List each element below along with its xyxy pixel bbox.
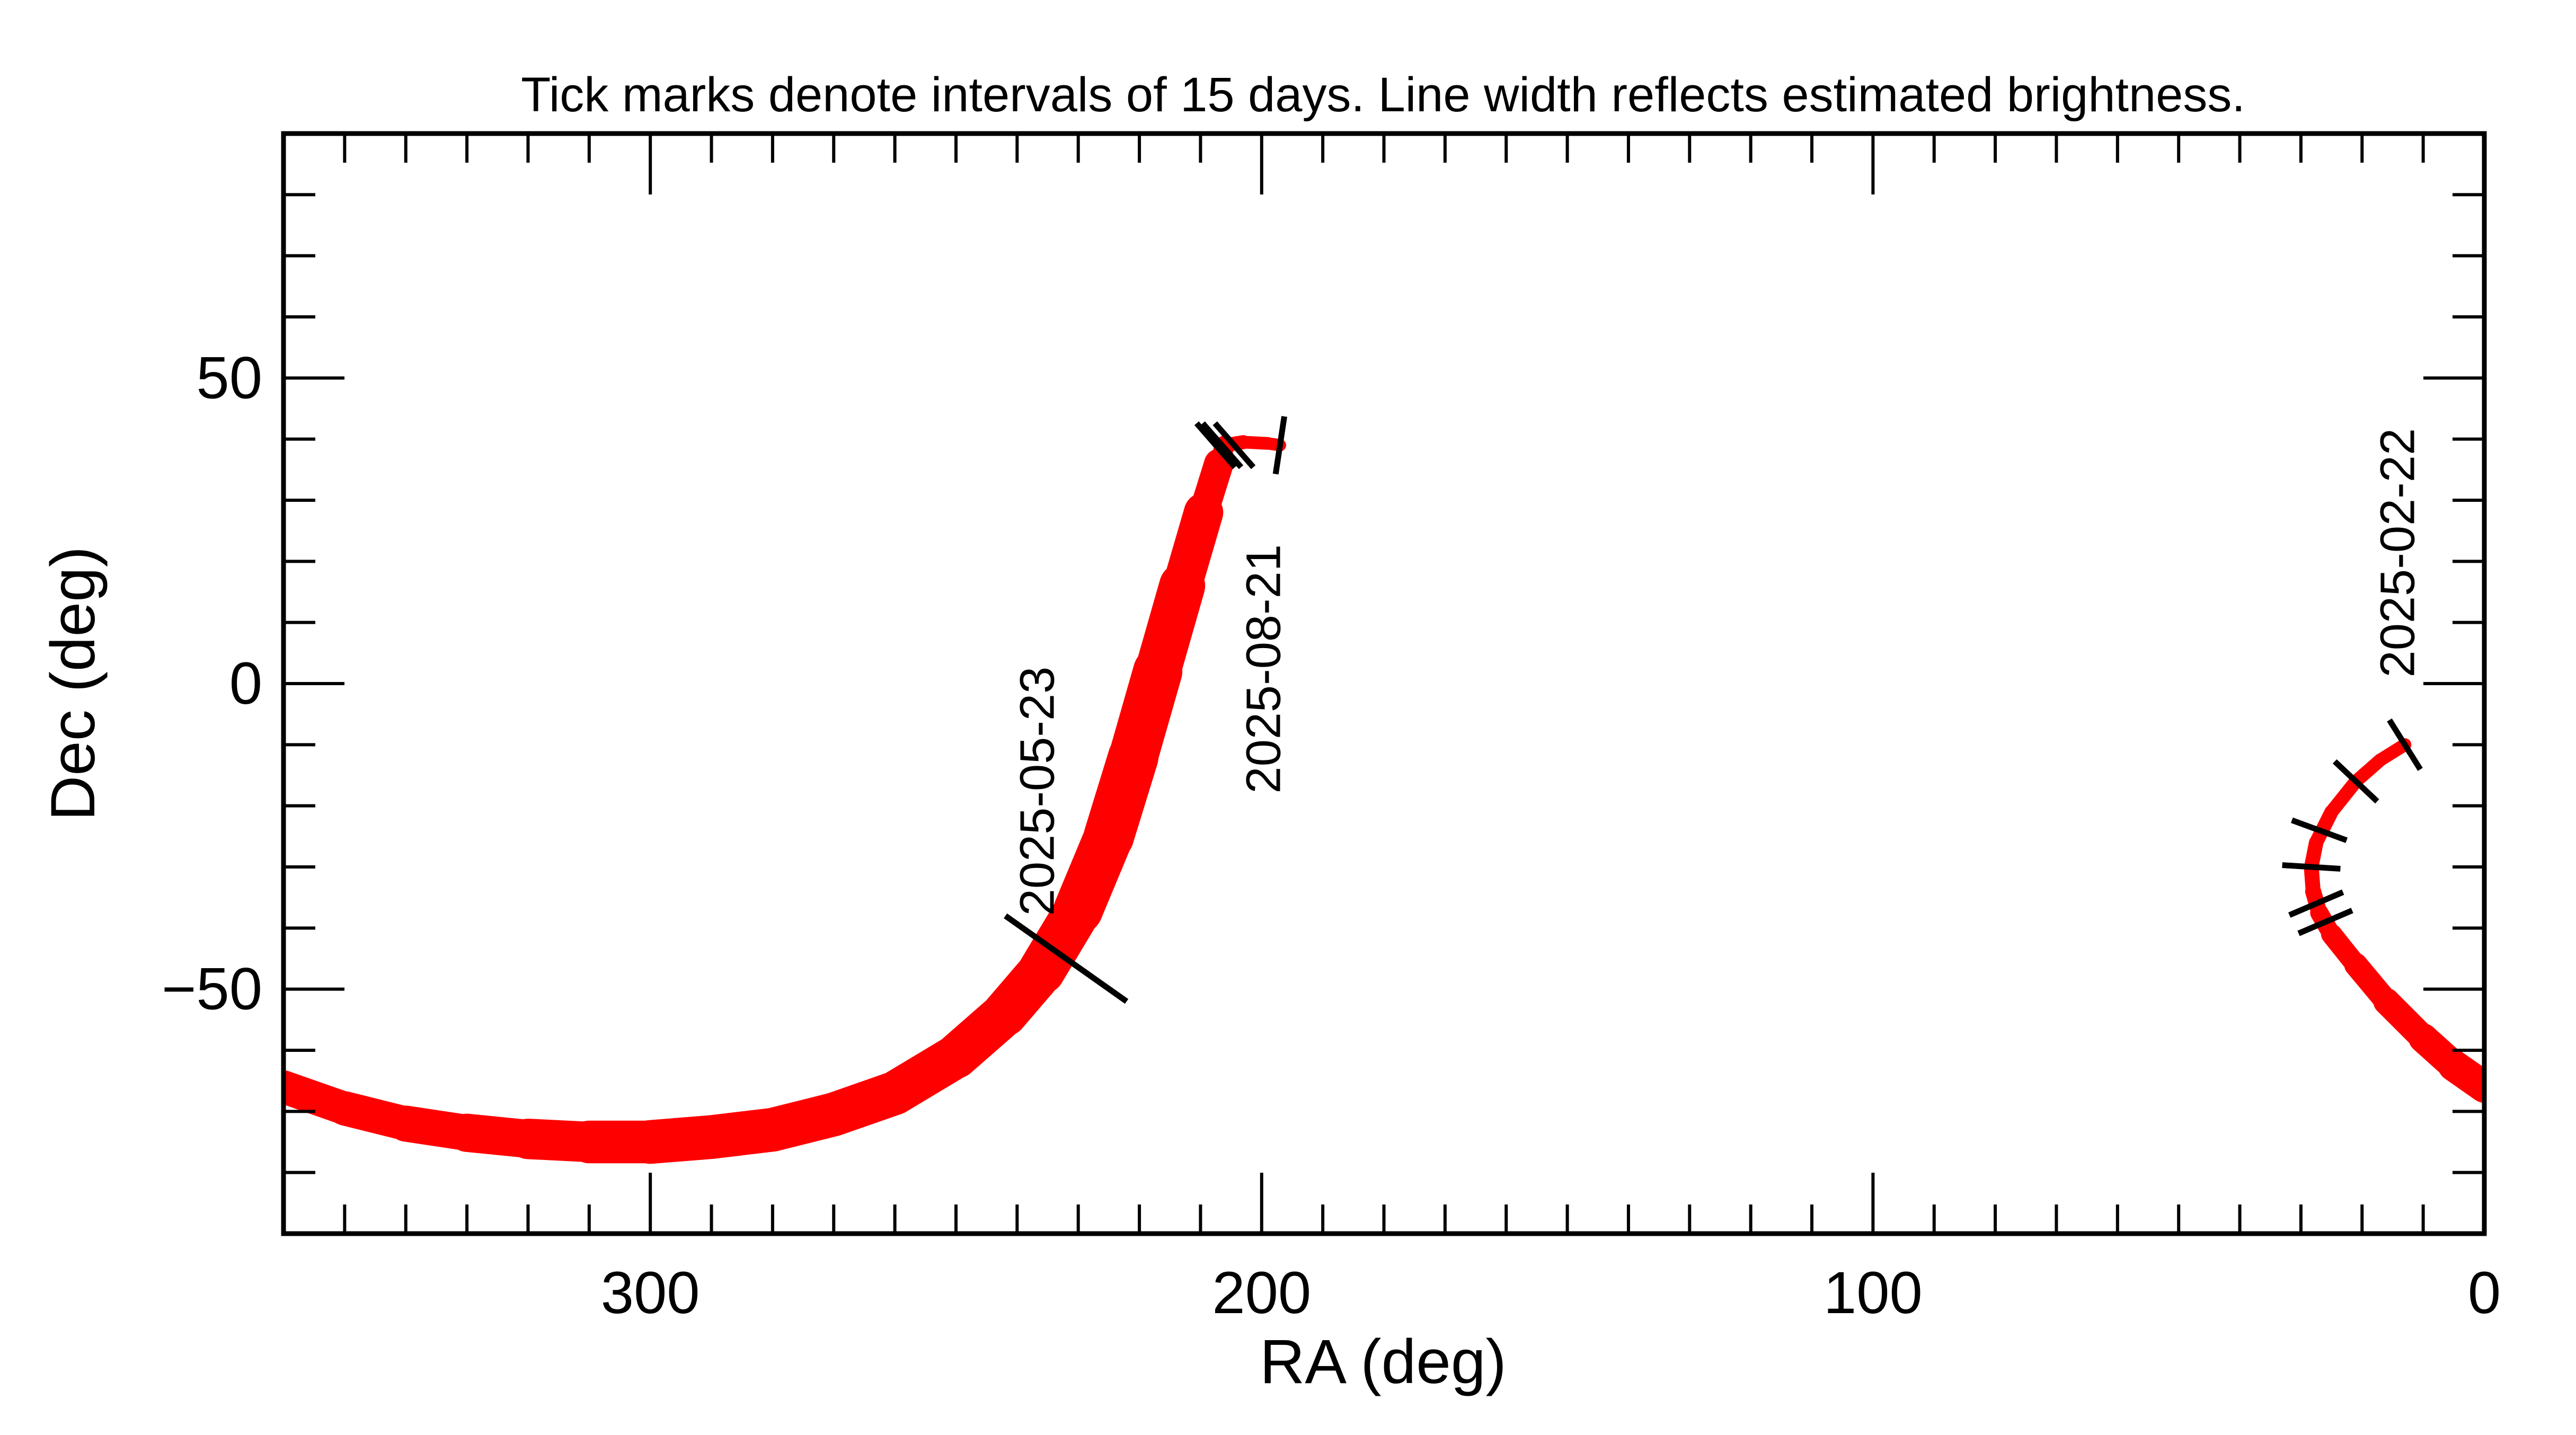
date-tick-mark	[1212, 421, 1256, 470]
x-axis-label: RA (deg)	[1260, 1327, 1507, 1397]
date-ticks-layer	[1004, 415, 2423, 1004]
date-tick-mark	[2282, 862, 2341, 872]
date-tick-mark	[1200, 421, 1244, 470]
date-tick-mark	[2288, 889, 2344, 918]
date-tick-mark	[1004, 913, 1129, 1004]
data-layer	[284, 435, 2484, 1164]
date-annotation: 2025-02-22	[2370, 428, 2424, 678]
date-tick-mark	[2297, 908, 2353, 936]
date-tick-mark	[2387, 718, 2423, 771]
x-tick-label: 100	[1823, 1260, 1923, 1326]
axes: 300 200 100 0 50 0 −50	[162, 131, 2501, 1326]
y-tick-label: 0	[229, 650, 262, 716]
y-tick-label: 50	[196, 344, 262, 411]
x-tick-label: 0	[2468, 1260, 2501, 1326]
date-tick-mark	[2332, 759, 2379, 804]
date-tick-mark	[2290, 817, 2348, 843]
x-tick-label: 300	[601, 1260, 700, 1326]
date-tick-mark	[1194, 421, 1237, 470]
y-axis-label: Dec (deg)	[38, 546, 108, 821]
x-tick-label: 200	[1212, 1260, 1311, 1326]
labels-layer: 2025-02-22 2025-05-23 2025-08-21	[1011, 428, 2425, 916]
date-annotation: 2025-05-23	[1011, 667, 1065, 916]
date-tick-mark	[1272, 415, 1287, 475]
track-segment	[2438, 1049, 2484, 1103]
plot-frame	[281, 131, 2487, 1236]
chart-title: Tick marks denote intervals of 15 days. …	[521, 68, 2245, 122]
date-annotation: 2025-08-21	[1236, 544, 1290, 794]
y-tick-label: −50	[162, 956, 262, 1022]
